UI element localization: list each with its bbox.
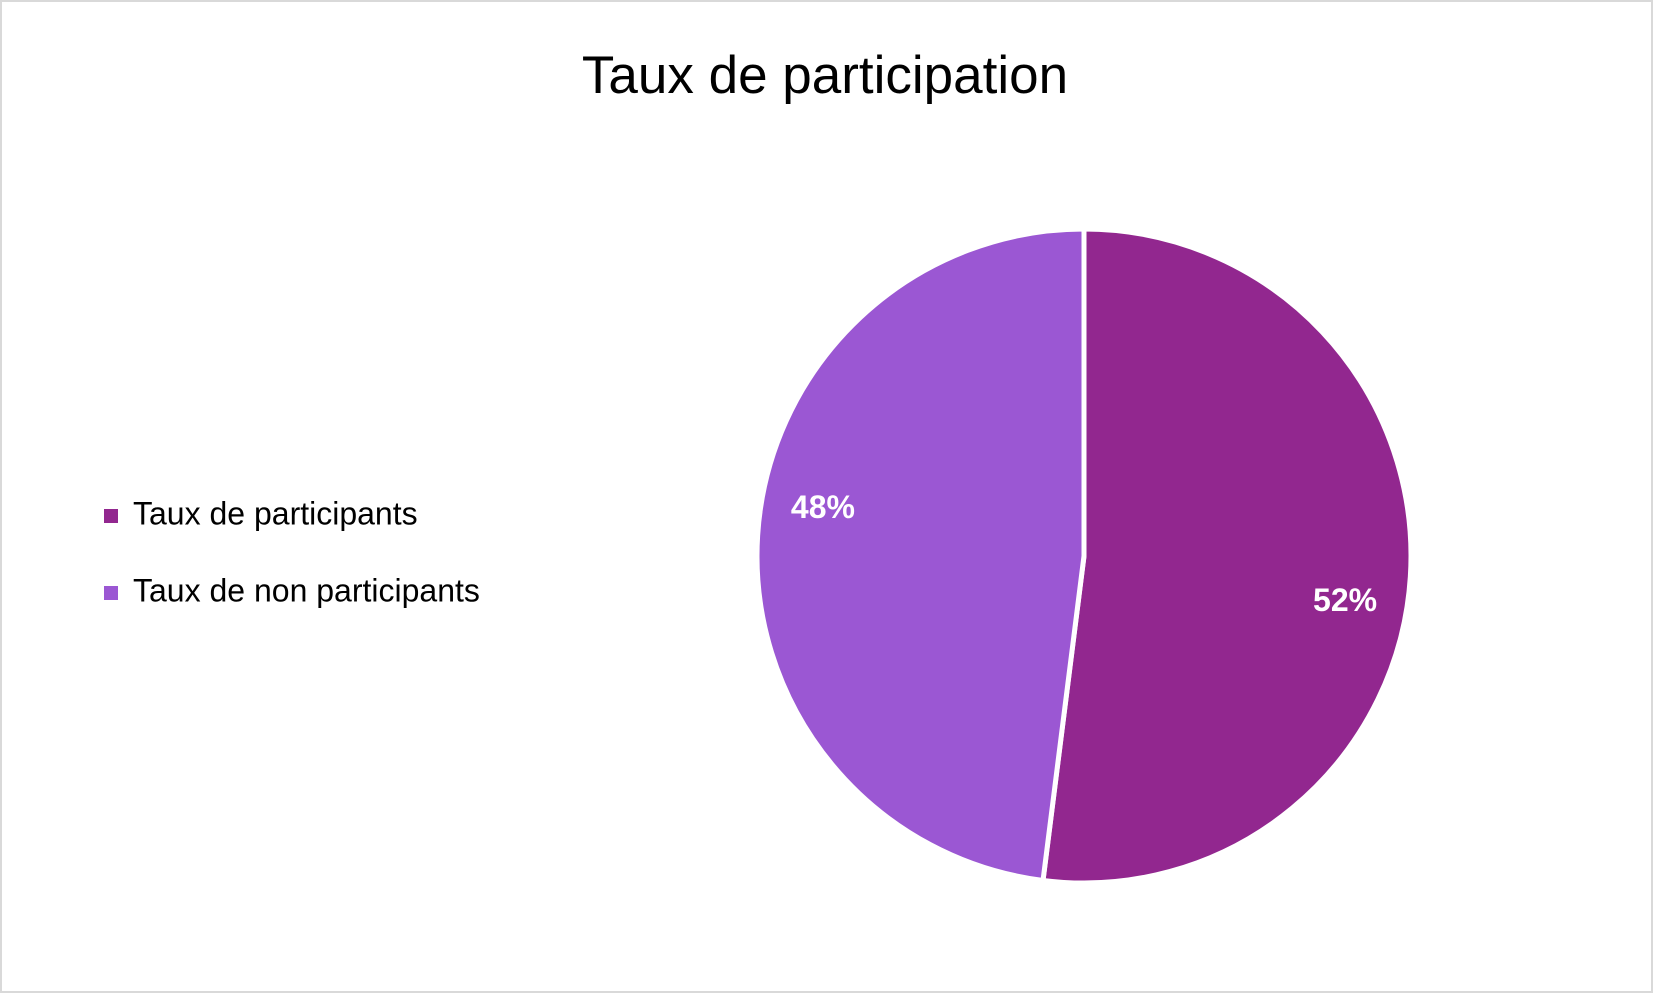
legend-swatch — [104, 509, 118, 523]
data-label: 52% — [1313, 582, 1377, 618]
pie-slice — [754, 226, 1087, 883]
data-label: 48% — [791, 489, 855, 525]
chart-title: Taux de participation — [582, 46, 1068, 105]
legend-swatch — [104, 586, 118, 600]
legend-label: Taux de participants — [133, 495, 418, 531]
pie-slice — [1040, 226, 1414, 886]
legend-label: Taux de non participants — [133, 572, 480, 608]
